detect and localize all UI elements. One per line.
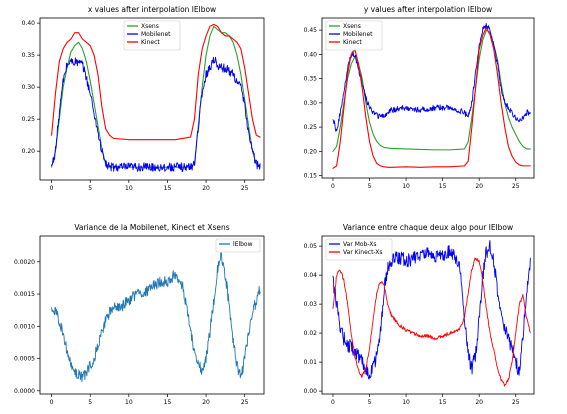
series-line-xsens	[332, 29, 531, 152]
y-tick-label: 0.40	[304, 51, 318, 58]
y-tick-label: 0.30	[22, 84, 36, 91]
y-tick-label: 0.0015	[14, 291, 35, 298]
plot-area	[39, 17, 265, 181]
legend-label: Var Kinect-Xs	[343, 249, 383, 256]
legend: lElbow	[215, 238, 261, 253]
x-tick-label: 10	[125, 185, 133, 192]
legend-label: Mobilenet	[141, 31, 171, 38]
x-tick-label: 20	[202, 185, 210, 192]
y-tick-label: 0.0010	[14, 323, 35, 330]
x-tick-label: 5	[88, 185, 92, 192]
chart-title: Variance entre chaque deux algo pour lEl…	[343, 223, 513, 232]
y-tick-label: 0.04	[304, 272, 318, 279]
x-tick-label: 15	[164, 185, 172, 192]
x-tick-label: 0	[50, 185, 54, 192]
series-line-lelbow	[51, 251, 261, 383]
x-tick-label: 15	[439, 399, 447, 406]
legend-label: Xsens	[343, 23, 361, 30]
x-tick-label: 5	[88, 399, 92, 406]
series-line-kinect	[51, 23, 261, 141]
x-tick-label: 25	[241, 399, 249, 406]
y-tick-label: 0.40	[22, 20, 36, 27]
legend-label: Kinect	[141, 39, 160, 46]
chart-title: x values after interpolation lElbow	[88, 5, 216, 14]
panel-pairwise-variance: Variance entre chaque deux algo pour lEl…	[304, 223, 535, 406]
y-tick-label: 0.20	[304, 148, 318, 155]
chart-title: Variance de la Mobilenet, Kinect et Xsen…	[74, 223, 229, 232]
legend-label: Kinect	[343, 39, 362, 46]
x-tick-label: 20	[202, 399, 210, 406]
series-line-mobilenet	[51, 56, 261, 173]
series-line-mobilenet	[332, 23, 531, 132]
series-line-var-kinect-xs	[332, 257, 531, 387]
x-tick-label: 15	[164, 399, 172, 406]
x-tick-label: 25	[512, 399, 520, 406]
x-tick-label: 0	[331, 183, 335, 190]
y-tick-label: 0.35	[304, 76, 318, 83]
x-tick-label: 20	[475, 183, 483, 190]
y-tick-label: 0.15	[304, 173, 318, 180]
y-tick-label: 0.25	[22, 116, 36, 123]
legend-box	[123, 20, 181, 51]
series-group	[332, 240, 531, 387]
y-tick-label: 0.20	[22, 148, 36, 155]
legend-label: Mobilenet	[343, 31, 373, 38]
panel-x-values: x values after interpolation lElbow 0 5 10 1…	[22, 5, 265, 192]
y-tick-label: 0.0020	[14, 259, 35, 266]
y-tick-label: 0.01	[304, 359, 318, 366]
chart-title: y values after interpolation lElbow	[364, 5, 492, 14]
y-tick-label: 0.0000	[14, 388, 35, 395]
legend-box	[215, 238, 261, 253]
plot-area	[321, 17, 535, 179]
plot-area	[321, 235, 535, 395]
series-line-kinect	[332, 27, 531, 169]
legend-box	[325, 238, 393, 261]
series-group	[51, 251, 261, 383]
legend-label: Xsens	[141, 23, 159, 30]
y-tick-label: 0.30	[304, 100, 318, 107]
y-tick-label: 0.03	[304, 301, 318, 308]
x-tick-label: 0	[50, 399, 54, 406]
x-tick-label: 5	[368, 399, 372, 406]
y-tick-label: 0.25	[304, 124, 318, 131]
series-group	[51, 23, 261, 173]
y-tick-label: 0.00	[304, 388, 318, 395]
y-tick-label: 0.0005	[14, 356, 35, 363]
x-tick-label: 25	[512, 183, 520, 190]
x-tick-label: 20	[475, 399, 483, 406]
legend-box	[325, 20, 383, 51]
series-group	[332, 23, 531, 169]
x-tick-label: 10	[402, 183, 410, 190]
y-tick-label: 0.02	[304, 330, 318, 337]
x-tick-label: 10	[402, 399, 410, 406]
legend-label: lElbow	[233, 241, 253, 248]
x-tick-label: 10	[125, 399, 133, 406]
y-tick-label: 0.45	[304, 27, 318, 34]
y-tick-label: 0.35	[22, 52, 36, 59]
y-tick-label: 0.05	[304, 243, 318, 250]
legend-label: Var Mob-Xs	[343, 241, 376, 248]
x-tick-label: 5	[368, 183, 372, 190]
x-tick-label: 15	[439, 183, 447, 190]
series-line-var-mob-xs	[332, 240, 531, 380]
x-tick-label: 0	[331, 399, 335, 406]
panel-y-values: y values after interpolation lElbow 0 5 10 1…	[304, 5, 535, 190]
x-tick-label: 25	[241, 185, 249, 192]
panel-variance: Variance de la Mobilenet, Kinect et Xsen…	[14, 223, 265, 406]
plot-area	[39, 235, 265, 395]
